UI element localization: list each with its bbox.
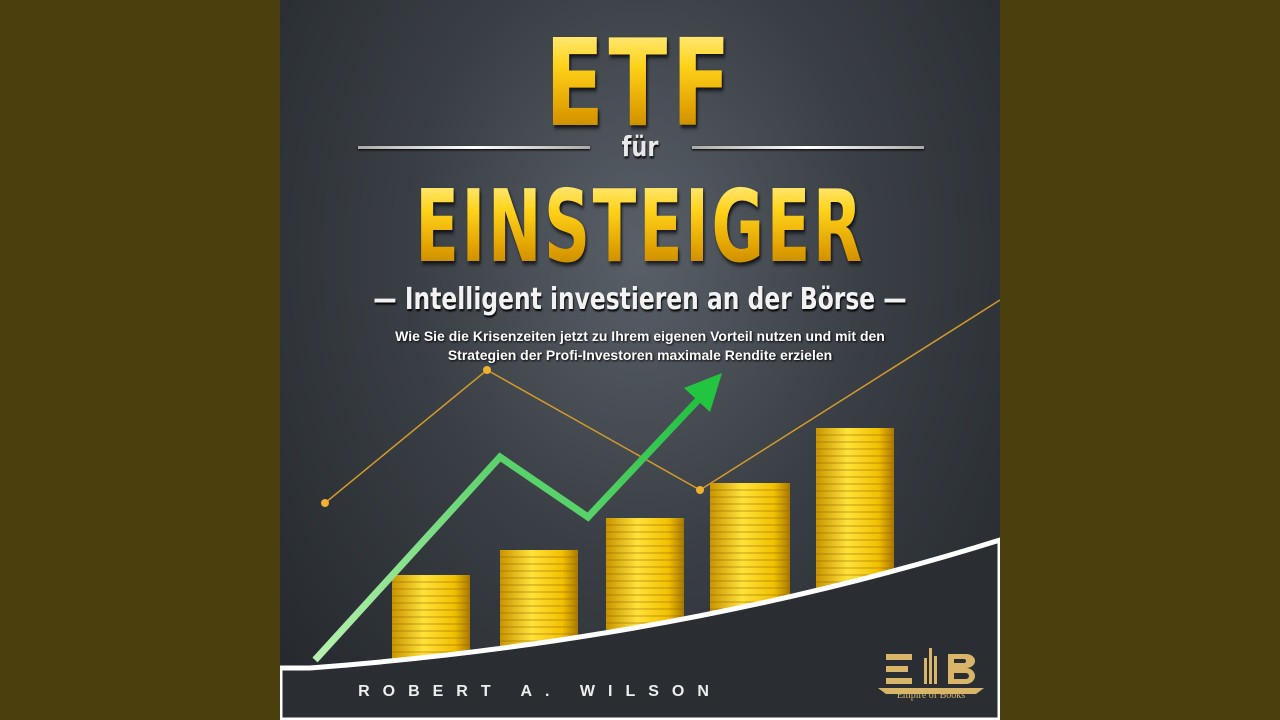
- orange-trend-line: [324, 299, 1000, 504]
- author-name: ROBERT A. WILSON: [358, 683, 722, 700]
- publisher-logo-icon: [878, 648, 984, 694]
- publisher-name: Empire of Books: [896, 690, 966, 701]
- subtitle-text: Intelligent investieren an der Börse: [404, 282, 876, 317]
- green-growth-arrow: [312, 395, 703, 663]
- divider-right: [692, 146, 924, 149]
- title-etf: ETF: [381, 20, 899, 150]
- title-einsteiger: EINSTEIGER: [410, 172, 871, 282]
- cover-artwork: [280, 299, 1000, 720]
- description-line-2: Strategien der Profi-Investoren maximale…: [447, 347, 833, 363]
- trend-point: [696, 486, 704, 494]
- divider-left: [358, 146, 590, 149]
- trend-point: [321, 499, 329, 507]
- book-cover: ETF für EINSTEIGER — Intelligent investi…: [280, 0, 1000, 720]
- title-fuer: für: [621, 130, 659, 163]
- trend-point: [483, 366, 491, 374]
- coin-stack: [392, 575, 470, 665]
- description-line-1: Wie Sie die Krisenzeiten jetzt zu Ihrem …: [395, 328, 885, 344]
- white-swoosh: [280, 537, 1000, 720]
- subtitle: — Intelligent investieren an der Börse —: [373, 282, 907, 317]
- arrow-head: [684, 373, 722, 412]
